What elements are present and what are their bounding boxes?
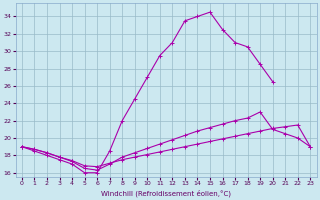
X-axis label: Windchill (Refroidissement éolien,°C): Windchill (Refroidissement éolien,°C) xyxy=(101,189,231,197)
